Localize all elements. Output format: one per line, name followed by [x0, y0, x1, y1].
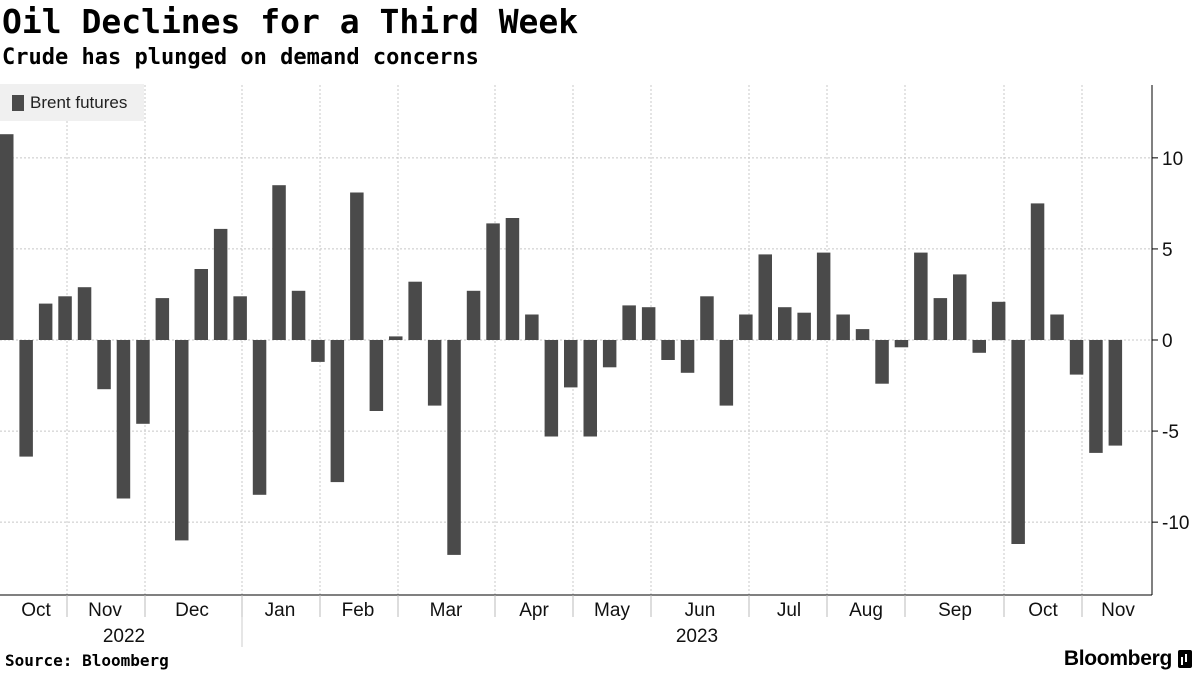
x-tick-label: May	[594, 600, 630, 621]
bar	[408, 281, 422, 340]
bar	[1030, 203, 1045, 340]
bar	[544, 340, 559, 437]
legend: Brent futures	[0, 84, 144, 121]
bar	[855, 329, 870, 340]
bar	[38, 303, 53, 340]
bar	[1069, 340, 1084, 375]
bar	[447, 340, 461, 555]
bar	[680, 340, 695, 373]
bar	[525, 314, 539, 340]
bar	[213, 228, 228, 340]
x-tick-label: Oct	[1028, 600, 1058, 621]
axes: 10 5 0 -5 -10 Oct Nov Dec Jan Feb Mar Apr May Jun Jul A…	[0, 85, 1189, 647]
bar	[778, 307, 792, 340]
bar	[661, 340, 675, 360]
x-tick-label: Nov	[88, 600, 122, 621]
x-tick-label: Mar	[430, 600, 463, 621]
bar	[719, 340, 734, 406]
bar	[875, 340, 889, 384]
y-tick-label: -5	[1162, 422, 1179, 443]
legend-label: Brent futures	[30, 92, 128, 112]
bar	[116, 340, 131, 499]
bar	[252, 340, 267, 495]
bar	[369, 340, 384, 411]
x-tick-label: Aug	[849, 600, 883, 621]
y-tick-label: 5	[1162, 240, 1173, 261]
bar	[739, 314, 753, 340]
bar	[1050, 314, 1064, 340]
bar	[1089, 340, 1103, 453]
source-note: Source: Bloomberg	[5, 651, 169, 670]
bar	[175, 340, 189, 541]
x-tick-label: Sep	[938, 600, 972, 621]
bars	[0, 134, 1123, 555]
bar	[836, 314, 850, 340]
x-tick-label: Jun	[685, 600, 716, 621]
chart-subtitle: Crude has plunged on demand concerns	[2, 45, 479, 70]
bar	[0, 134, 14, 340]
bar	[58, 296, 72, 340]
x-tick-label: Apr	[519, 600, 549, 621]
bar	[350, 192, 364, 340]
x-tick-label: Jan	[265, 600, 296, 621]
year-label: 2023	[676, 626, 718, 647]
bar	[466, 290, 481, 340]
bar	[486, 223, 500, 340]
bar	[427, 340, 442, 406]
bar	[1011, 340, 1025, 544]
brand: Bloomberg	[1064, 647, 1192, 671]
bar	[758, 254, 772, 340]
y-tick-label: 10	[1162, 149, 1183, 170]
bar	[816, 252, 831, 340]
x-tick-label: Oct	[21, 600, 51, 621]
bar	[991, 301, 1006, 341]
bar	[136, 340, 150, 424]
y-tick-label: -10	[1162, 513, 1189, 534]
bar	[272, 185, 286, 340]
bar	[194, 269, 208, 340]
x-tick-label: Nov	[1101, 600, 1135, 621]
bar	[622, 305, 636, 340]
bar	[564, 340, 578, 388]
bar	[291, 290, 306, 340]
bar	[155, 298, 170, 340]
bar	[583, 340, 597, 437]
bar	[914, 252, 928, 340]
bar	[389, 336, 403, 340]
legend-swatch	[12, 94, 24, 111]
x-tick-label: Dec	[175, 600, 209, 621]
grid-lines	[0, 85, 1152, 595]
y-tick-label: 0	[1162, 331, 1173, 352]
bloomberg-terminal-icon	[1178, 650, 1192, 668]
x-tick-label: Jul	[777, 600, 801, 621]
bar	[953, 274, 967, 340]
chart-title: Oil Declines for a Third Week	[2, 2, 579, 41]
bar	[19, 340, 33, 457]
bar	[700, 296, 714, 340]
bar	[972, 340, 986, 353]
bar	[97, 340, 111, 390]
bar	[330, 340, 345, 483]
bar	[602, 340, 617, 368]
bar	[797, 312, 811, 340]
bar	[641, 307, 656, 340]
bar	[1108, 340, 1123, 446]
bar	[933, 298, 948, 340]
bar	[894, 340, 909, 348]
bar	[505, 218, 520, 340]
bar	[311, 340, 325, 362]
brand-logo: Bloomberg	[1063, 647, 1172, 670]
x-tick-label: Feb	[342, 600, 375, 621]
bar	[77, 287, 92, 340]
bar	[233, 296, 247, 340]
year-label: 2022	[103, 626, 145, 647]
